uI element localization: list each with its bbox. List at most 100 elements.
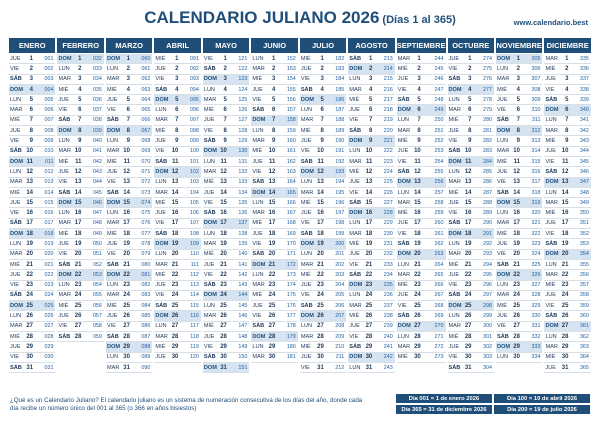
day-number: 8 bbox=[29, 127, 33, 134]
weekday-label: DOM bbox=[349, 210, 363, 217]
day-row: SÁB 30 150 bbox=[202, 353, 250, 363]
day-number: 16 bbox=[74, 210, 82, 217]
day-row: LUN 27 208 bbox=[299, 322, 347, 333]
julian-day-number: 244 bbox=[434, 55, 444, 62]
julian-day-number: 121 bbox=[238, 55, 248, 62]
day-row: LUN 6 187 bbox=[299, 105, 347, 116]
weekday-label: DOM bbox=[349, 354, 363, 361]
day-row: SÁB 20 171 bbox=[251, 250, 298, 260]
day-row: JUE 5 309 bbox=[495, 95, 543, 106]
day-row: LUN 21 355 bbox=[544, 260, 591, 271]
julian-day-number: 025 bbox=[44, 302, 54, 309]
julian-day-number: 225 bbox=[383, 179, 393, 186]
julian-day-number: 315 bbox=[531, 158, 541, 165]
julian-day-number: 033 bbox=[92, 65, 102, 72]
day-number: 24 bbox=[561, 292, 569, 299]
day-number: 9 bbox=[320, 138, 324, 145]
day-row: JUE 28 148 bbox=[202, 332, 250, 343]
weekday-label: LUN bbox=[496, 65, 509, 72]
weekday-label: MAR bbox=[448, 323, 461, 330]
day-number: 11 bbox=[317, 158, 324, 165]
julian-day-number: 125 bbox=[238, 96, 248, 103]
weekday-label: MAR bbox=[155, 189, 168, 196]
weekday-label: MAR bbox=[545, 55, 558, 62]
julian-day-number: 115 bbox=[190, 302, 199, 309]
day-row: JUE 10 253 bbox=[396, 147, 446, 157]
day-number: 19 bbox=[220, 240, 227, 247]
day-row: DOM 12 102 bbox=[154, 167, 201, 178]
month-header: SEPTIEMBRE bbox=[396, 38, 446, 53]
julian-day-number: 071 bbox=[141, 168, 151, 175]
day-row: JUE 18 169 bbox=[251, 229, 298, 240]
weekday-label: LUN bbox=[448, 168, 460, 175]
weekday-label: LUN bbox=[106, 354, 119, 361]
day-number: 18 bbox=[74, 230, 82, 237]
day-row: VIE 23 296 bbox=[447, 281, 494, 291]
day-row: LUN 14 348 bbox=[544, 188, 591, 199]
julian-day-number: 099 bbox=[189, 138, 199, 145]
day-row: MAR 21 111 bbox=[154, 260, 201, 271]
julian-day-number: 002 bbox=[44, 65, 54, 72]
day-row: MIÉ 4 063 bbox=[105, 85, 153, 96]
day-number: 7 bbox=[468, 117, 472, 124]
website-link[interactable]: www.calendario.best bbox=[513, 18, 588, 27]
weekday-label: LUN bbox=[155, 107, 167, 114]
day-row: MIÉ 7 007 bbox=[9, 116, 56, 127]
weekday-label: LUN bbox=[203, 158, 216, 165]
day-number: 23 bbox=[220, 282, 227, 289]
day-number: 4 bbox=[29, 86, 33, 93]
day-number: 26 bbox=[171, 313, 179, 320]
day-row: VIE 9 282 bbox=[447, 136, 494, 147]
julian-day-number: 279 bbox=[482, 107, 492, 114]
day-number: 5 bbox=[175, 96, 179, 103]
weekday-label: JUE bbox=[545, 148, 557, 155]
month-header: JUNIO bbox=[251, 38, 298, 53]
day-number: 29 bbox=[464, 343, 472, 350]
julian-day-number: 186 bbox=[335, 96, 345, 103]
weekday-label: JUE bbox=[155, 210, 166, 217]
julian-day-number: 136 bbox=[238, 210, 248, 217]
day-number: 29 bbox=[317, 343, 324, 350]
julian-day-number: 062 bbox=[141, 76, 151, 83]
weekday-label: MAR bbox=[300, 333, 314, 340]
day-number: 26 bbox=[317, 313, 324, 320]
day-row: VIE 4 338 bbox=[544, 85, 591, 96]
day-number: 14 bbox=[365, 189, 373, 196]
day-row: LUN 2 061 bbox=[105, 64, 153, 75]
julian-day-number: 297 bbox=[482, 292, 492, 299]
weekday-label: DOM bbox=[106, 271, 120, 278]
day-row: SÁB 21 325 bbox=[495, 260, 543, 271]
day-row: LUN 26 299 bbox=[447, 311, 494, 322]
day-row: LUN 4 124 bbox=[202, 85, 250, 96]
julian-day-number: 281 bbox=[482, 127, 492, 134]
day-number: 2 bbox=[223, 65, 227, 72]
day-row: MIÉ 11 070 bbox=[105, 157, 153, 168]
julian-day-number: 005 bbox=[44, 96, 54, 103]
weekday-label: MIÉ bbox=[349, 96, 360, 103]
day-row: MAR 7 097 bbox=[154, 116, 201, 127]
weekday-label: VIE bbox=[10, 210, 20, 217]
day-number: 3 bbox=[565, 76, 569, 83]
julian-day-number: 013 bbox=[44, 179, 54, 186]
weekday-label: JUE bbox=[106, 96, 118, 103]
weekday-label: JUE bbox=[448, 127, 460, 134]
julian-day-number: 092 bbox=[189, 65, 199, 72]
day-row: JUE 7 127 bbox=[202, 116, 250, 127]
day-number: 21 bbox=[171, 261, 179, 268]
day-row: MAR 31 090 bbox=[105, 363, 153, 374]
weekday-label: VIE bbox=[155, 148, 165, 155]
julian-day-number: 340 bbox=[579, 107, 589, 114]
weekday-label: SÁB bbox=[252, 179, 265, 186]
page-title: CALENDARIO JULIANO 2026 (Días 1 al 365) bbox=[0, 8, 600, 28]
day-number: 18 bbox=[365, 230, 373, 237]
weekday-label: LUN bbox=[397, 117, 409, 124]
weekday-label: JUE bbox=[349, 107, 360, 114]
julian-day-number: 020 bbox=[44, 251, 54, 258]
day-number: 24 bbox=[123, 292, 130, 299]
weekday-label: MIÉ bbox=[203, 251, 214, 258]
day-number: 31 bbox=[26, 364, 33, 371]
weekday-label: JUE bbox=[397, 292, 409, 299]
weekday-label: JUE bbox=[397, 148, 409, 155]
day-number: 3 bbox=[78, 76, 82, 83]
day-number: 23 bbox=[171, 282, 179, 289]
